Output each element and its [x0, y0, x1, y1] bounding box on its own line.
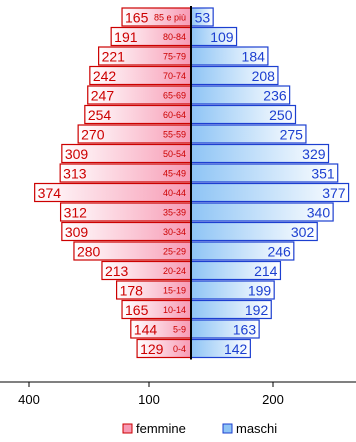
label-maschi-80-84: 109 [210, 29, 234, 45]
label-maschi-20-24: 214 [254, 263, 278, 279]
legend-swatch-femmine [122, 423, 133, 434]
age-label-50-54: 50-54 [163, 149, 186, 159]
label-femmine-65-69: 247 [91, 88, 115, 104]
label-femmine-15-19: 178 [120, 283, 144, 299]
label-femmine-35-39: 312 [64, 205, 88, 221]
label-maschi-55-59: 275 [280, 127, 304, 143]
label-femmine-45-49: 313 [63, 166, 87, 182]
age-label-85-e-più: 85 e più [154, 13, 186, 23]
label-maschi-35-39: 340 [307, 205, 331, 221]
legend-label-maschi: maschi [236, 421, 277, 436]
label-femmine-5-9: 144 [134, 322, 158, 338]
legend-label-femmine: femmine [136, 421, 186, 436]
label-maschi-40-44: 377 [322, 185, 346, 201]
age-label-30-34: 30-34 [163, 227, 186, 237]
age-label-45-49: 45-49 [163, 169, 186, 179]
age-label-5-9: 5-9 [173, 325, 186, 335]
age-label-15-19: 15-19 [163, 286, 186, 296]
legend: femmine maschi [122, 421, 277, 436]
label-femmine-0-4: 129 [140, 341, 164, 357]
label-maschi-60-64: 250 [269, 107, 293, 123]
bars-layer [34, 6, 350, 360]
x-axis: 400 100 200 [0, 381, 356, 407]
age-label-70-74: 70-74 [163, 71, 186, 81]
label-maschi-85-e-più: 53 [195, 10, 211, 26]
age-label-65-69: 65-69 [163, 91, 186, 101]
label-maschi-70-74: 208 [252, 68, 276, 84]
label-maschi-15-19: 199 [248, 283, 272, 299]
label-maschi-75-79: 184 [242, 49, 266, 65]
label-femmine-60-64: 254 [88, 107, 112, 123]
age-label-80-84: 80-84 [163, 32, 186, 42]
age-label-75-79: 75-79 [163, 52, 186, 62]
label-femmine-30-34: 309 [65, 224, 89, 240]
label-maschi-5-9: 163 [233, 322, 257, 338]
label-femmine-20-24: 213 [105, 263, 129, 279]
label-femmine-40-44: 374 [38, 185, 62, 201]
age-label-20-24: 20-24 [163, 266, 186, 276]
labels-layer: 165 53 85 e più 191 109 80-84 221 184 75-79 242 20… [38, 10, 346, 358]
age-label-10-14: 10-14 [163, 305, 186, 315]
label-femmine-85-e-più: 165 [125, 10, 149, 26]
age-label-25-29: 25-29 [163, 247, 186, 257]
label-maschi-30-34: 302 [291, 224, 315, 240]
label-femmine-55-59: 270 [81, 127, 105, 143]
label-maschi-65-69: 236 [263, 88, 287, 104]
label-maschi-0-4: 142 [224, 341, 248, 357]
age-label-60-64: 60-64 [163, 110, 186, 120]
legend-swatch-maschi [222, 423, 233, 434]
age-label-55-59: 55-59 [163, 130, 186, 140]
label-maschi-25-29: 246 [267, 244, 291, 260]
label-femmine-75-79: 221 [102, 49, 126, 65]
label-maschi-45-49: 351 [311, 166, 335, 182]
label-maschi-50-54: 329 [302, 146, 326, 162]
age-label-40-44: 40-44 [163, 188, 186, 198]
age-label-35-39: 35-39 [163, 208, 186, 218]
label-femmine-25-29: 280 [77, 244, 101, 260]
label-maschi-10-14: 192 [245, 302, 269, 318]
label-femmine-50-54: 309 [65, 146, 89, 162]
label-femmine-10-14: 165 [125, 302, 149, 318]
x-tick-label-400: 400 [18, 392, 40, 407]
label-femmine-80-84: 191 [114, 29, 138, 45]
x-tick-label-100: 100 [138, 392, 160, 407]
x-tick-label-200: 200 [262, 392, 284, 407]
age-label-0-4: 0-4 [173, 344, 186, 354]
label-femmine-70-74: 242 [93, 68, 117, 84]
